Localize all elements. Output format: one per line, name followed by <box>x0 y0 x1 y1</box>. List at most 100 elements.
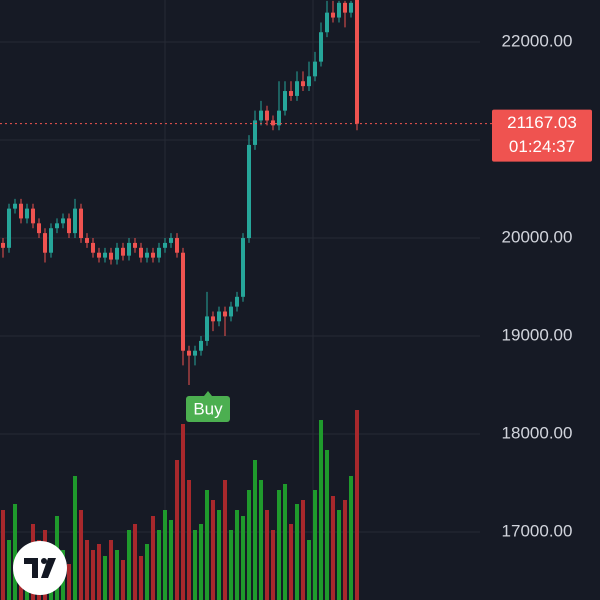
candle-body <box>277 110 281 126</box>
candle-body <box>103 252 107 258</box>
y-tick-label: 22000.00 <box>502 32 573 51</box>
candle-body <box>79 208 83 239</box>
volume-bar <box>277 490 281 600</box>
candle-body <box>271 120 275 126</box>
volume-bar <box>79 510 83 600</box>
volume-bar <box>127 530 131 600</box>
candle-body <box>31 208 35 224</box>
volume-bar <box>73 476 77 600</box>
candle-body <box>169 238 173 243</box>
y-tick-label: 17000.00 <box>502 521 573 540</box>
candle-body <box>25 208 29 219</box>
candle-body <box>175 238 179 253</box>
volume-bar <box>265 510 269 600</box>
volume-bar <box>259 480 263 600</box>
volume-bar <box>151 516 155 600</box>
overlay: 17000.0018000.0019000.0020000.0021000.00… <box>0 32 592 540</box>
volume-bar <box>199 524 203 600</box>
volume-bar <box>139 556 143 600</box>
candle-body <box>91 242 95 253</box>
candle-body <box>121 247 125 256</box>
candle-body <box>205 316 209 341</box>
y-tick-label: 19000.00 <box>502 325 573 344</box>
candle-body <box>127 242 131 256</box>
countdown: 01:24:37 <box>509 137 575 156</box>
candle-body <box>313 61 317 77</box>
candle-body <box>7 208 11 248</box>
volume-bar <box>97 544 101 600</box>
candle-body <box>337 2 341 18</box>
volume-bar <box>331 496 335 600</box>
volume-bar <box>349 476 353 600</box>
candle-body <box>343 2 347 13</box>
candle-body <box>349 2 353 13</box>
volume-bar <box>145 544 149 600</box>
volume-bar <box>175 460 179 600</box>
volume-bar <box>109 540 113 600</box>
logo-mark <box>24 558 38 578</box>
candle-body <box>223 311 227 317</box>
candle-body <box>253 120 257 145</box>
volume-bar <box>181 424 185 600</box>
candle-layer <box>1 0 359 386</box>
volume-bar <box>67 564 71 600</box>
volume-bar <box>253 460 257 600</box>
candle-body <box>109 252 113 260</box>
volume-bar <box>337 510 341 600</box>
last-price-label: 21167.03 <box>507 113 577 132</box>
volume-bar <box>115 550 119 600</box>
logo-mark <box>41 558 56 578</box>
candle-body <box>241 238 245 297</box>
candle-body <box>13 203 17 209</box>
volume-bar <box>343 500 347 600</box>
candle-body <box>181 252 185 351</box>
volume-bar <box>247 490 251 600</box>
volume-bar <box>319 420 323 600</box>
volume-bar <box>211 500 215 600</box>
volume-bar <box>307 540 311 600</box>
logo <box>13 541 67 595</box>
volume-bar <box>169 520 173 600</box>
volume-bar <box>187 480 191 600</box>
volume-bar <box>157 530 161 600</box>
volume-bar <box>85 540 89 600</box>
volume-bar <box>193 530 197 600</box>
candle-body <box>151 252 155 258</box>
volume-bar <box>355 410 359 600</box>
volume-bar <box>205 490 209 600</box>
volume-bar <box>7 540 11 600</box>
last-price-box <box>492 109 592 162</box>
candle-body <box>199 340 203 351</box>
volume-bar <box>271 530 275 600</box>
candle-body <box>85 238 89 243</box>
volume-bar <box>241 516 245 600</box>
candle-body <box>265 110 269 121</box>
candle-body <box>163 242 167 248</box>
grid <box>0 41 480 533</box>
volume-bar <box>325 450 329 600</box>
candle-body <box>133 242 137 248</box>
candle-body <box>187 350 191 356</box>
volume-bar <box>295 504 299 600</box>
candle-body <box>259 110 263 121</box>
candle-body <box>325 12 329 33</box>
candle-body <box>61 218 65 224</box>
candle-body <box>49 228 53 253</box>
buy-box <box>186 396 230 422</box>
volume-bar <box>163 510 167 600</box>
y-tick-label: 18000.00 <box>502 423 573 442</box>
candle-body <box>217 311 221 322</box>
volume-bar <box>313 490 317 600</box>
volume-bar <box>91 550 95 600</box>
candle-body <box>301 81 305 87</box>
volume-bar <box>1 510 5 600</box>
candle-body <box>73 208 77 234</box>
candle-body <box>157 247 161 258</box>
candle-body <box>55 223 59 229</box>
candle-body <box>43 233 47 253</box>
candle-body <box>295 81 299 96</box>
candle-body <box>283 91 287 111</box>
candle-body <box>37 223 41 234</box>
volume-bar <box>13 504 17 600</box>
